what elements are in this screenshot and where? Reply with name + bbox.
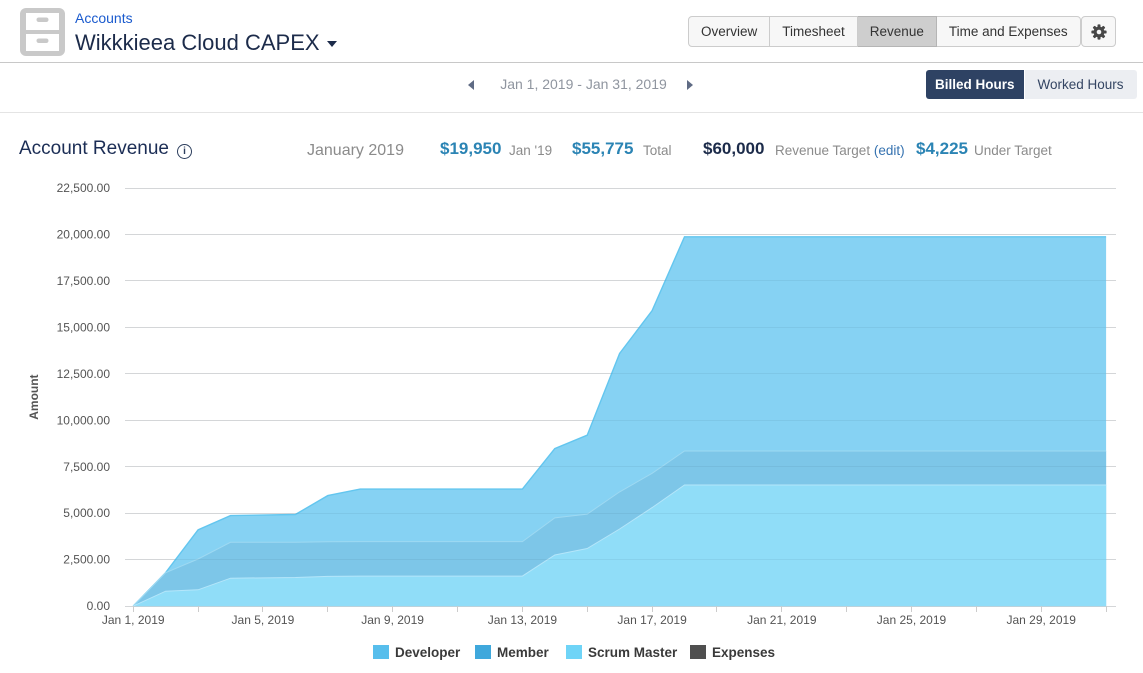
svg-text:Amount: Amount xyxy=(27,374,41,419)
svg-text:Developer: Developer xyxy=(395,645,461,660)
svg-text:0.00: 0.00 xyxy=(87,599,111,613)
svg-text:Jan 5, 2019: Jan 5, 2019 xyxy=(232,613,295,627)
svg-text:2,500.00: 2,500.00 xyxy=(63,553,110,567)
svg-text:Jan 1, 2019: Jan 1, 2019 xyxy=(102,613,165,627)
svg-text:17,500.00: 17,500.00 xyxy=(57,274,111,288)
svg-text:Jan 9, 2019: Jan 9, 2019 xyxy=(361,613,424,627)
svg-text:20,000.00: 20,000.00 xyxy=(57,228,111,242)
svg-text:Scrum Master: Scrum Master xyxy=(588,645,678,660)
svg-text:5,000.00: 5,000.00 xyxy=(63,506,110,520)
svg-text:22,500.00: 22,500.00 xyxy=(57,181,111,195)
svg-text:10,000.00: 10,000.00 xyxy=(57,413,111,427)
svg-text:Jan 29, 2019: Jan 29, 2019 xyxy=(1006,613,1076,627)
svg-text:Jan 25, 2019: Jan 25, 2019 xyxy=(877,613,947,627)
svg-text:Jan 17, 2019: Jan 17, 2019 xyxy=(617,613,687,627)
svg-text:7,500.00: 7,500.00 xyxy=(63,460,110,474)
svg-text:12,500.00: 12,500.00 xyxy=(57,367,111,381)
svg-text:15,000.00: 15,000.00 xyxy=(57,321,111,335)
svg-text:Jan 21, 2019: Jan 21, 2019 xyxy=(747,613,817,627)
svg-text:Jan 13, 2019: Jan 13, 2019 xyxy=(488,613,558,627)
svg-text:Member: Member xyxy=(497,645,550,660)
svg-text:Expenses: Expenses xyxy=(712,645,775,660)
